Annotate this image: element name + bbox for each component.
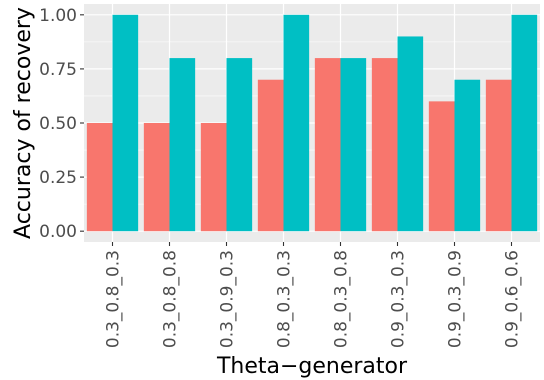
bar-teal bbox=[283, 14, 310, 232]
bar-red bbox=[200, 123, 227, 232]
bars bbox=[86, 14, 538, 232]
x-tick-label: 0.3_0.8_0.3 bbox=[104, 250, 124, 348]
x-tick-label: 0.8_0.3_0.3 bbox=[275, 250, 295, 348]
bar-red bbox=[485, 79, 512, 232]
x-tick-label: 0.8_0.3_0.8 bbox=[332, 250, 352, 348]
bar-red bbox=[428, 101, 455, 232]
y-axis-title: Accuracy of recovery bbox=[11, 7, 36, 239]
bar-red bbox=[371, 58, 398, 232]
bar-teal bbox=[511, 14, 538, 232]
x-axis-ticks: 0.3_0.8_0.3 0.3_0.8_0.8 0.3_0.9_0.3 0.8_0.3… bbox=[104, 242, 523, 348]
bar-teal bbox=[112, 14, 139, 232]
bar-red bbox=[143, 123, 170, 232]
x-tick-label: 0.3_0.8_0.8 bbox=[161, 250, 181, 348]
x-tick-label: 0.9_0.6_0.6 bbox=[503, 250, 523, 348]
y-tick-label: 0.50 bbox=[39, 114, 77, 134]
bar-teal bbox=[169, 58, 196, 232]
x-axis-title: Theta−generator bbox=[216, 354, 408, 379]
y-axis-ticks: 0.00 0.25 0.50 0.75 1.00 bbox=[39, 6, 84, 242]
y-tick-label: 1.00 bbox=[39, 6, 77, 26]
x-tick-label: 0.3_0.9_0.3 bbox=[218, 250, 238, 348]
bar-teal bbox=[454, 79, 481, 232]
y-tick-label: 0.00 bbox=[39, 222, 77, 242]
bar-red bbox=[314, 58, 341, 232]
bar-teal bbox=[397, 36, 424, 232]
bar-teal bbox=[340, 58, 367, 232]
y-tick-label: 0.75 bbox=[39, 60, 77, 80]
bar-teal bbox=[226, 58, 253, 232]
x-tick-label: 0.9_0.3_0.9 bbox=[446, 250, 466, 348]
bar-red bbox=[86, 123, 113, 232]
y-tick-label: 0.25 bbox=[39, 168, 77, 188]
x-tick-label: 0.9_0.3_0.3 bbox=[389, 250, 409, 348]
bar-red bbox=[257, 79, 284, 232]
